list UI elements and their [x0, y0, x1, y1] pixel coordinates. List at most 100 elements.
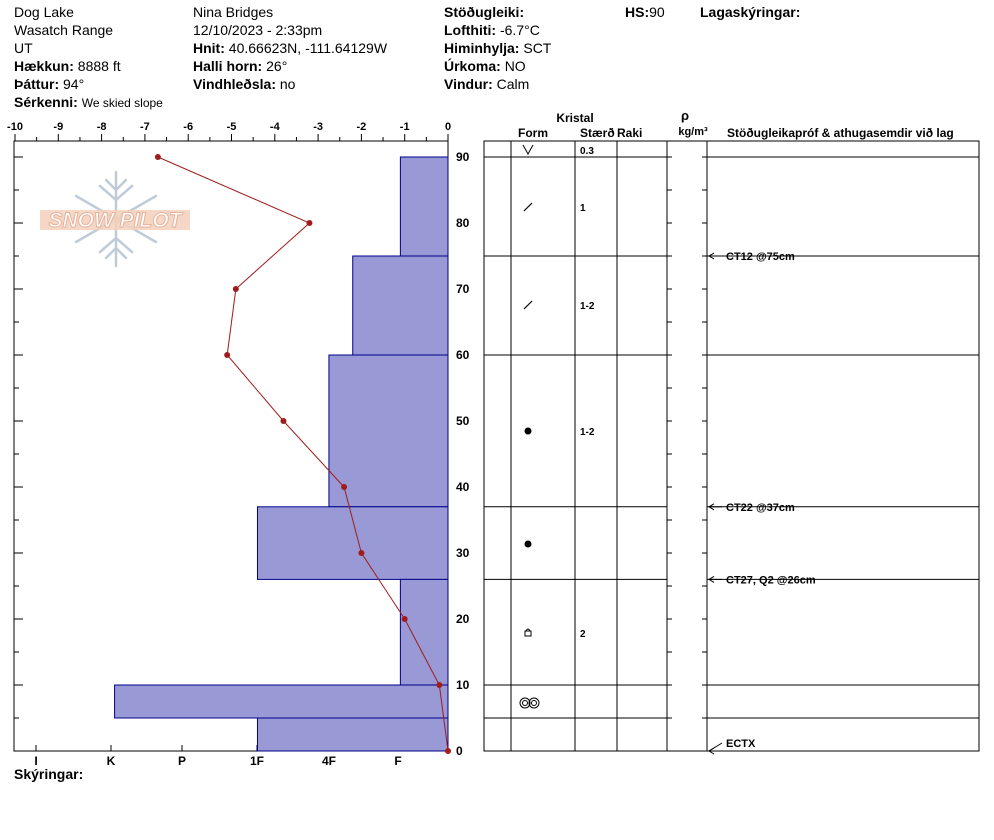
temperature-point — [224, 352, 231, 358]
hardness-tick-label: 4F — [322, 754, 336, 768]
precipitation: Úrkoma: NO — [444, 57, 526, 75]
grain-size-label: 1 — [580, 203, 586, 214]
temperature-point — [436, 682, 443, 688]
sky-value: SCT — [523, 40, 552, 56]
sky-label: Himinhylja: — [444, 40, 520, 56]
temperature-point — [280, 418, 287, 424]
test-pointer-arrow-icon — [708, 503, 715, 511]
test-pointer-arrow-icon — [708, 252, 715, 260]
temp-tick-label: -3 — [313, 121, 323, 133]
temp-tick-label: -4 — [270, 121, 281, 133]
rounded-grain-icon — [524, 540, 532, 548]
decomposing-fragment-icon — [523, 300, 533, 310]
temp-tick-label: -6 — [183, 121, 193, 133]
layer-table: Kristal Form Stærð Raki ρ kg/m³ Stöðugle… — [483, 108, 980, 755]
rounded-grain-icon — [524, 427, 532, 435]
table-frame — [483, 140, 980, 752]
precip-particle-icon — [522, 144, 534, 156]
decomposing-fragment-icon — [523, 202, 533, 212]
grain-size-label: 1-2 — [580, 427, 595, 438]
wind-loading-value: no — [279, 76, 296, 92]
test-label: CT12 @75cm — [726, 251, 795, 263]
temp-tick-label: -1 — [400, 121, 410, 133]
temperature-point — [341, 484, 348, 490]
notes-label: Skýringar: — [14, 766, 84, 782]
observation-datetime: 12/10/2023 - 2:33pm — [193, 22, 323, 38]
melt-freeze-icon-left — [519, 697, 531, 709]
state: UT — [14, 40, 33, 56]
temp-tick-label: -8 — [97, 121, 107, 133]
hardness-tick-label: 1F — [250, 754, 264, 768]
depth-tick-label: 60 — [456, 348, 470, 362]
temperature-point — [401, 616, 408, 622]
hardness-tick-label: I — [34, 754, 37, 768]
test-label: CT22 @37cm — [726, 502, 795, 514]
precip-value: NO — [504, 58, 526, 74]
hardness-bar — [328, 354, 449, 508]
hs-label: HS: — [625, 4, 650, 20]
wind-value: Calm — [496, 76, 530, 92]
location-name: Dog Lake — [14, 4, 74, 20]
depth-tick-label: 40 — [456, 480, 470, 494]
features: Sérkenni: We skied slope — [14, 93, 163, 112]
air-temp: Lofthiti: -6.7°C — [444, 21, 540, 39]
stability: Stöðugleiki: — [444, 3, 524, 21]
hardness-tick-label: P — [178, 754, 186, 768]
logo-band — [40, 210, 190, 230]
temp-tick-label: -2 — [357, 121, 367, 133]
aspect-label: Þáttur: — [14, 76, 60, 92]
depth-tick-label: 20 — [456, 612, 470, 626]
test-label: ECTX — [726, 738, 756, 750]
moisture-header: Raki — [617, 126, 642, 140]
depth-tick-label: 70 — [456, 282, 470, 296]
air-temp-value: -6.7°C — [499, 22, 540, 38]
wind-loading-label: Vindhleðsla: — [193, 76, 276, 92]
melt-freeze-icon-left-inner — [522, 700, 528, 706]
melt-freeze-icon-right-inner — [531, 700, 537, 706]
legend-heading: Lagaskýringar: — [700, 3, 800, 21]
wind-label: Vindur: — [444, 76, 493, 92]
temperature-point — [154, 154, 161, 160]
snowpilot-logo: SNOW PILOT — [40, 170, 190, 268]
depth-axis: 0 10 20 30 40 50 60 70 80 90 — [14, 150, 470, 758]
crystal-symbols: 0.3 1 1-2 1-2 2 — [519, 144, 595, 709]
table-depth-ticks — [667, 156, 707, 752]
stability-tests: CT12 @75cm CT22 @37cm CT27, Q2 @26cm ECTX — [708, 251, 816, 755]
depth-tick-label: 90 — [456, 150, 470, 164]
depth-tick-label: 30 — [456, 546, 470, 560]
hardness-axis: I K P 1F 4F F — [34, 745, 402, 768]
faceted-rounded-icon — [524, 630, 532, 637]
observer-name: Nina Bridges — [193, 4, 274, 20]
temperature-line — [157, 156, 449, 752]
depth-tick-label: 10 — [456, 678, 470, 692]
hardness-bar — [256, 717, 449, 752]
elevation-label: Hækkun: — [14, 58, 74, 74]
temp-tick-label: -7 — [140, 121, 150, 133]
mountain-range: Wasatch Range — [14, 22, 114, 38]
temp-tick-label: 0 — [445, 121, 451, 133]
melt-freeze-icon-right — [528, 697, 540, 709]
hs-value: 90 — [649, 4, 665, 20]
aspect: Þáttur: 94° — [14, 75, 84, 93]
snow-height: HS:90 — [625, 3, 665, 21]
test-pointer-arrow-icon — [708, 575, 715, 583]
temperature-point — [306, 220, 313, 226]
sky-cover: Himinhylja: SCT — [444, 39, 551, 57]
elevation: Hækkun: 8888 ft — [14, 57, 121, 75]
test-pointer-arrow-icon — [708, 747, 715, 755]
test-label: CT27, Q2 @26cm — [726, 574, 816, 586]
slope-angle: Halli horn: 26° — [193, 57, 287, 75]
depth-tick-label: 80 — [456, 216, 470, 230]
layer-boundaries — [484, 156, 979, 719]
density-unit: kg/m³ — [678, 126, 708, 138]
logo-text: SNOW PILOT — [49, 209, 184, 232]
hardness-tick-label: K — [107, 754, 116, 768]
temperature-point — [445, 748, 451, 754]
temp-tick-label: -9 — [53, 121, 63, 133]
coordinates-value: 40.66623N, -111.64129W — [228, 40, 388, 56]
temperature-profile — [154, 154, 451, 754]
hardness-tick-label: F — [394, 754, 401, 768]
temp-axis: -10 -9 -8 -7 -6 -5 -4 -3 -2 -1 0 — [7, 121, 451, 141]
coordinates-label: Hnit: — [193, 40, 225, 56]
